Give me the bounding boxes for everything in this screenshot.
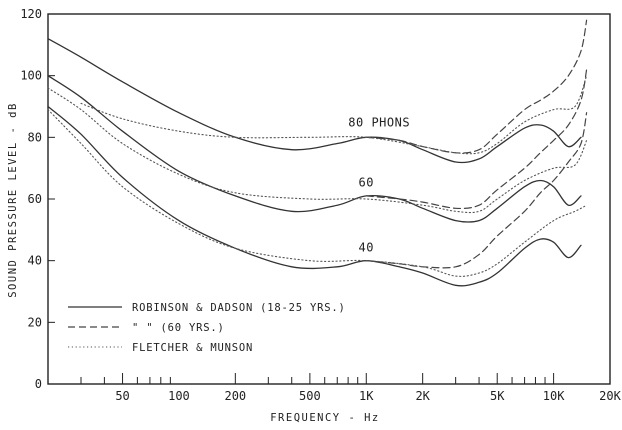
series-solid-60	[47, 75, 582, 223]
curve-label: 80 PHONS	[348, 116, 410, 130]
y-tick-label: 100	[20, 69, 42, 83]
x-axis-label: FREQUENCY - Hz	[270, 412, 380, 424]
curve-label: 40	[359, 240, 374, 254]
axes	[47, 13, 611, 385]
series-dashed-40	[365, 112, 588, 269]
x-tick-label: 200	[224, 389, 246, 403]
y-tick-label: 120	[20, 7, 42, 21]
x-tick-label: 50	[115, 389, 129, 403]
curve-label: 60	[359, 176, 374, 190]
x-tick-label: 100	[168, 389, 190, 403]
y-tick-label: 40	[28, 254, 42, 268]
series-dashed-60	[365, 68, 588, 210]
legend-label: ROBINSON & DADSON (18-25 YRS.)	[132, 302, 346, 314]
series-dotted-80	[80, 75, 588, 155]
annotations: 80 PHONS 60 40	[348, 116, 410, 255]
y-axis-label: SOUND PRESSURE LEVEL - dB	[7, 102, 19, 298]
y-tick-label: 20	[28, 315, 42, 329]
series-dotted-60	[47, 87, 588, 214]
legend-label: " " (60 YRS.)	[132, 322, 225, 334]
y-tick-label: 0	[35, 377, 42, 391]
tick-labels: 0 20 40 60 80 100 120 50 100 200 500 1K 2K 5K 10K 20K	[20, 7, 621, 403]
x-tick-label: 5K	[490, 389, 505, 403]
series-solid-40	[47, 105, 582, 287]
x-tick-label: 500	[299, 389, 321, 403]
y-tick-label: 60	[28, 192, 42, 206]
curves	[47, 19, 588, 287]
x-tick-label: 20K	[599, 389, 621, 403]
series-dashed-80	[365, 19, 588, 154]
legend-label: FLETCHER & MUNSON	[132, 342, 253, 354]
x-tick-label: 1K	[359, 389, 374, 403]
legend: ROBINSON & DADSON (18-25 YRS.) " " (60 YR…	[68, 302, 346, 354]
series-solid-80	[47, 38, 582, 164]
series-dotted-40	[47, 109, 588, 277]
x-tick-label: 2K	[415, 389, 430, 403]
x-tick-label: 10K	[543, 389, 565, 403]
y-tick-label: 80	[28, 130, 42, 144]
